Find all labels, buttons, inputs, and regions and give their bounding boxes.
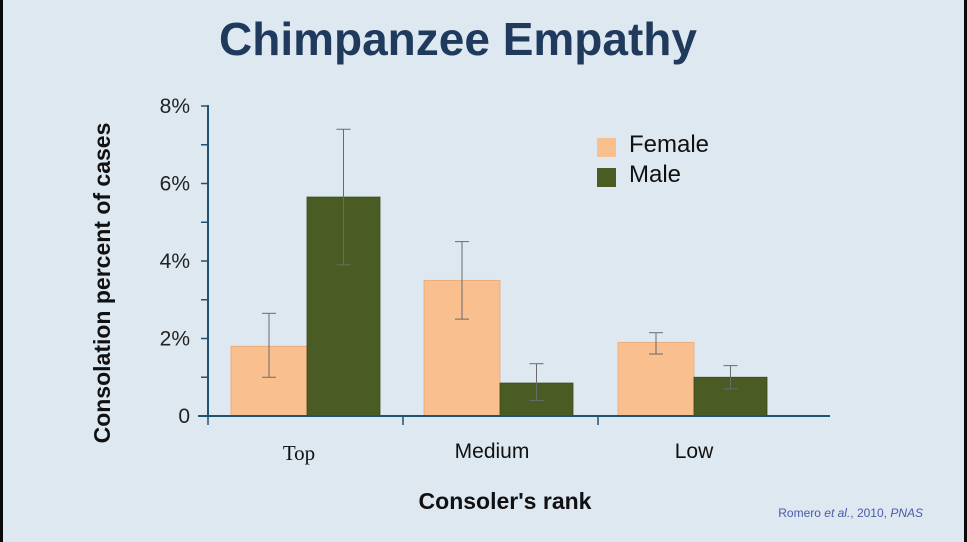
y-tick-label: 0 xyxy=(178,405,190,428)
legend-label-male: Male xyxy=(629,161,681,188)
bar-female-low xyxy=(617,341,695,417)
error-bar-female-low xyxy=(649,332,663,355)
legend-swatch-female xyxy=(597,138,616,157)
legend-swatch-male xyxy=(597,168,616,187)
error-bar-male-low xyxy=(723,365,738,390)
y-tick-label: 2% xyxy=(160,328,190,351)
error-bar-male-medium xyxy=(529,363,544,401)
y-axis-label: Consolation percent of cases xyxy=(89,123,115,444)
error-bars-group xyxy=(262,128,738,401)
category-label-medium: Medium xyxy=(455,440,530,463)
citation-journal: PNAS xyxy=(890,506,923,520)
category-label-top: Top xyxy=(283,441,315,465)
legend-label-female: Female xyxy=(629,131,709,158)
error-bar-female-medium xyxy=(455,241,469,320)
chart: Chimpanzee Empathy 02%4%6%8% Top Medium … xyxy=(89,13,923,520)
citation-year: , 2010, xyxy=(850,506,890,520)
legend: Female Male xyxy=(597,131,709,188)
y-tick-label: 8% xyxy=(160,95,190,118)
citation: Romero et al., 2010, PNAS xyxy=(778,506,923,520)
citation-etal: et al. xyxy=(824,506,850,520)
error-bar-female-top xyxy=(262,312,276,378)
citation-authors: Romero xyxy=(778,506,824,520)
y-tick-label: 4% xyxy=(160,250,190,273)
slide-title: Chimpanzee Empathy xyxy=(219,13,697,65)
y-tick-label: 6% xyxy=(160,173,190,196)
x-ticks-group xyxy=(207,416,599,425)
y-ticks-group: 0 2% 4% 6% 8% xyxy=(160,95,208,428)
error-bar-male-top xyxy=(336,128,351,266)
x-axis-label: Consoler's rank xyxy=(419,488,592,514)
category-label-low: Low xyxy=(675,440,714,463)
bars-group xyxy=(230,196,768,417)
